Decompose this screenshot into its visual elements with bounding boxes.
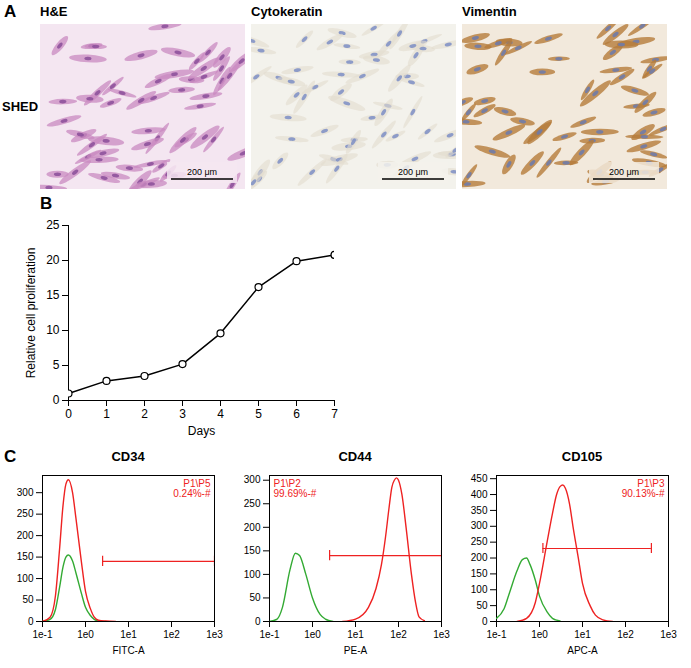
html-text:H&E: H&E [40,4,68,19]
svg-text:200: 200 [471,552,488,563]
svg-text:FITC-A: FITC-A [112,645,145,656]
svg-text:200 μm: 200 μm [609,167,639,177]
svg-text:1e3: 1e3 [660,629,677,640]
svg-text:1e1: 1e1 [347,629,364,640]
svg-text:350: 350 [471,505,488,516]
svg-text:150: 150 [17,551,34,562]
svg-text:0: 0 [255,616,261,627]
svg-text:50: 50 [249,592,261,603]
svg-text:P1\P50.24%-#: P1\P50.24%-# [173,478,211,499]
html-text:CD34: CD34 [111,449,145,464]
svg-text:3: 3 [179,407,186,421]
svg-text:1e-1: 1e-1 [486,629,506,640]
svg-text:50: 50 [22,594,34,605]
svg-text:15: 15 [46,288,60,302]
svg-text:4: 4 [217,407,224,421]
svg-text:150: 150 [471,568,488,579]
svg-text:0: 0 [482,616,488,627]
svg-text:300: 300 [471,520,488,531]
html-text:CD105: CD105 [561,449,603,464]
svg-text:200: 200 [17,530,34,541]
svg-text:450: 450 [471,473,488,484]
svg-text:400: 400 [471,489,488,500]
svg-text:2: 2 [141,407,148,421]
html-text:C: C [4,447,17,466]
html-text:A: A [4,2,17,21]
html-text:B: B [40,194,53,213]
svg-text:6: 6 [293,407,300,421]
svg-text:Relative cell proliferation: Relative cell proliferation [24,248,38,379]
svg-text:300: 300 [244,474,261,485]
svg-text:100: 100 [17,573,34,584]
svg-text:1e0: 1e0 [531,629,548,640]
svg-text:1e1: 1e1 [120,629,137,640]
html-text:Vimentin: Vimentin [462,4,517,19]
svg-text:250: 250 [17,508,34,519]
svg-text:1: 1 [103,407,110,421]
svg-text:7: 7 [331,407,338,421]
svg-text:APC-A: APC-A [567,645,598,656]
svg-text:5: 5 [255,407,262,421]
svg-text:1e1: 1e1 [574,629,591,640]
svg-text:300: 300 [17,487,34,498]
svg-text:1e0: 1e0 [77,629,94,640]
svg-text:1e0: 1e0 [304,629,321,640]
svg-text:100: 100 [244,569,261,580]
svg-text:1e2: 1e2 [163,629,180,640]
svg-text:200: 200 [244,522,261,533]
svg-text:20: 20 [46,253,60,267]
svg-text:1e2: 1e2 [390,629,407,640]
html-text:SHED: SHED [2,98,39,114]
svg-text:1e3: 1e3 [206,629,223,640]
svg-text:0: 0 [28,616,34,627]
svg-text:200 μm: 200 μm [187,167,217,177]
svg-text:150: 150 [244,545,261,556]
svg-text:250: 250 [244,498,261,509]
svg-text:PE-A: PE-A [344,645,368,656]
svg-text:1e2: 1e2 [617,629,634,640]
svg-text:10: 10 [46,323,60,337]
svg-text:5: 5 [53,358,60,372]
svg-text:1e-1: 1e-1 [32,629,52,640]
svg-text:200 μm: 200 μm [398,167,428,177]
svg-text:P1\P299.69%-#: P1\P299.69%-# [274,478,317,499]
svg-text:25: 25 [46,218,60,232]
svg-text:0: 0 [53,393,60,407]
svg-text:P1\P390.13%-#: P1\P390.13%-# [622,478,665,499]
svg-text:0: 0 [65,407,72,421]
svg-text:100: 100 [471,584,488,595]
html-text:CD44: CD44 [338,449,372,464]
svg-text:250: 250 [471,536,488,547]
svg-text:50: 50 [476,600,488,611]
html-text:Cytokeratin: Cytokeratin [251,4,323,19]
svg-text:Days: Days [188,424,215,438]
svg-text:1e-1: 1e-1 [259,629,279,640]
svg-text:1e3: 1e3 [433,629,450,640]
